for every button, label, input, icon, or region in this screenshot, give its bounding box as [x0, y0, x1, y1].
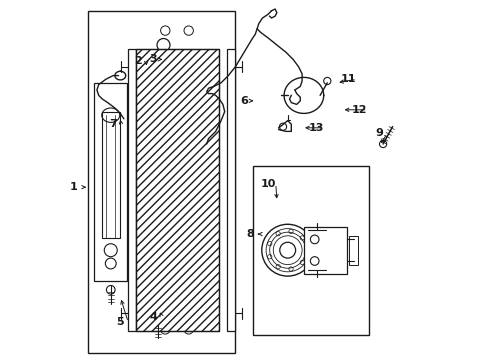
Text: 6: 6: [240, 96, 248, 106]
Text: 9: 9: [375, 128, 383, 138]
Text: 12: 12: [351, 105, 366, 115]
Circle shape: [106, 285, 115, 294]
Text: 2: 2: [134, 56, 142, 66]
Bar: [128, 49, 136, 331]
Circle shape: [141, 59, 149, 67]
Bar: [226, 49, 234, 331]
Text: 10: 10: [260, 179, 275, 189]
Bar: [303, 227, 346, 274]
Circle shape: [261, 224, 313, 276]
Circle shape: [153, 315, 163, 325]
Text: 13: 13: [308, 123, 324, 133]
Bar: [136, 49, 219, 331]
Text: 7: 7: [109, 119, 117, 129]
Bar: [102, 112, 120, 238]
Bar: [348, 236, 357, 265]
Bar: [253, 166, 368, 335]
Bar: [94, 83, 127, 281]
Text: 1: 1: [69, 182, 77, 192]
Text: 5: 5: [116, 317, 124, 327]
Bar: [136, 49, 219, 331]
Circle shape: [279, 242, 295, 258]
Text: 3: 3: [148, 54, 156, 64]
Text: 4: 4: [149, 312, 158, 322]
Bar: [88, 11, 235, 353]
Bar: [136, 49, 219, 331]
Circle shape: [379, 140, 386, 148]
Text: 8: 8: [246, 229, 254, 239]
Text: 11: 11: [341, 74, 356, 84]
